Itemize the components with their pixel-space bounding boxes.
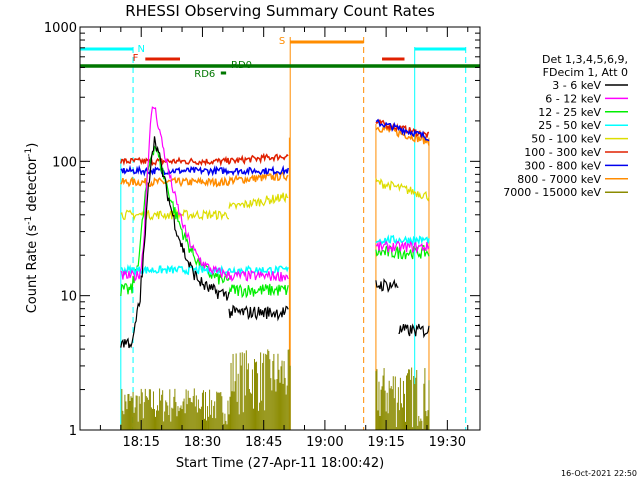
series-line-100-300-kev xyxy=(120,155,230,167)
y-axis-label-exp: -1 xyxy=(24,148,34,157)
legend-entry-label: 3 - 6 keV xyxy=(552,79,601,92)
legend-entry-label: 100 - 300 keV xyxy=(524,146,601,159)
series-line-25-50-kev xyxy=(120,263,230,277)
legend-entry-label: 25 - 50 keV xyxy=(538,119,601,132)
series-line-3-6-kev xyxy=(375,277,399,293)
legend-header: FDecim 1, Att 0 xyxy=(543,66,628,79)
legend-entry-label: 6 - 12 keV xyxy=(545,92,601,105)
series-line-300-800-kev xyxy=(120,164,230,177)
legend-header: Det 1,3,4,5,6,9, xyxy=(542,53,628,66)
plot-area: NF S RD0 RD6 xyxy=(79,27,480,430)
x-tick-label: 19:15 xyxy=(367,435,404,450)
series-line-300-800-kev xyxy=(375,118,430,142)
legend: Det 1,3,4,5,6,9,FDecim 1, Att 03 - 6 keV… xyxy=(503,53,628,199)
y-tick-label: 100 xyxy=(52,155,77,170)
y-tick-label: 1000 xyxy=(44,21,77,36)
rd6-flag-label: RD6 xyxy=(194,69,215,80)
legend-entry-label: 300 - 800 keV xyxy=(524,159,601,172)
y-tick-label: 10 xyxy=(60,290,77,305)
y-axis-label-part: ) xyxy=(25,143,40,148)
axes: 1 10 100 1000 18:15 18:30 18:45 19:00 19:15 19:30 xyxy=(44,21,481,450)
x-tick-label: 19:00 xyxy=(306,435,343,450)
saa-flag-label: S xyxy=(279,36,285,47)
series-line-800-7000-kev xyxy=(228,171,289,186)
y-axis-label-part: detector xyxy=(25,156,40,216)
legend-entry-label: 7000 - 15000 keV xyxy=(503,186,601,199)
series-line-12-25-kev xyxy=(120,145,230,297)
y-axis-label-part: Count Rate (s xyxy=(25,225,40,314)
legend-entry-label: 50 - 100 keV xyxy=(531,133,601,146)
y-tick-label: 1 xyxy=(69,424,77,439)
series-line-12-25-kev xyxy=(375,245,430,260)
x-tick-label: 18:30 xyxy=(184,435,221,450)
series-line-6-12-kev xyxy=(228,269,289,283)
series-line-50-100-kev xyxy=(375,178,430,202)
x-tick-label: 18:15 xyxy=(122,435,159,450)
series-line-3-6-kev xyxy=(120,136,230,349)
legend-entry-label: 12 - 25 keV xyxy=(538,106,601,119)
legend-entry-label: 800 - 7000 keV xyxy=(517,173,601,186)
series-line-100-300-kev xyxy=(228,152,289,166)
night-flag-label: N xyxy=(137,44,144,55)
timestamp: 16-Oct-2021 22:50 xyxy=(561,469,637,478)
series-line-800-7000-kev xyxy=(120,176,230,188)
flare-flag-label: F xyxy=(133,53,139,64)
series-line-3-6-kev xyxy=(398,323,430,339)
x-axis-label: Start Time (27-Apr-11 18:00:42) xyxy=(176,456,384,471)
series-line-3-6-kev xyxy=(228,304,289,322)
plot-frame xyxy=(79,26,481,431)
rd0-flag-label: RD0 xyxy=(231,60,252,71)
x-tick-label: 18:45 xyxy=(245,435,282,450)
series-line-6-12-kev xyxy=(375,240,430,254)
x-tick-label: 19:30 xyxy=(429,435,466,450)
series-line-50-100-kev xyxy=(228,192,289,211)
series-line-300-800-kev xyxy=(228,164,289,177)
series-line-12-25-kev xyxy=(228,283,289,299)
chart-title: RHESSI Observing Summary Count Rates xyxy=(125,2,435,20)
series-line-25-50-kev xyxy=(228,264,289,276)
y-axis-label-exp: -1 xyxy=(24,216,34,225)
y-axis-label: Count Rate (s-1 detector-1) xyxy=(24,143,40,314)
series-line-6-12-kev xyxy=(120,106,230,282)
